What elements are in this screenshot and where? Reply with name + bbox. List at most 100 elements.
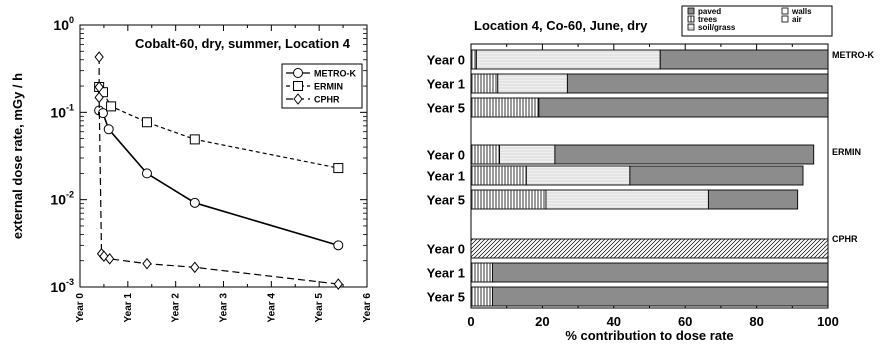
x-tick-label: Year 2 bbox=[171, 293, 182, 323]
data-point bbox=[333, 278, 343, 290]
bar-segment-paved bbox=[554, 144, 815, 165]
bar-segment-soil bbox=[475, 49, 661, 70]
bar-segment-trees bbox=[470, 49, 477, 70]
chart-title: Location 4, Co-60, June, dry bbox=[474, 18, 648, 33]
legend-label: walls bbox=[791, 7, 812, 16]
bar-label: Year 0 bbox=[427, 242, 465, 257]
bar-segment-soil bbox=[497, 73, 568, 94]
x-tick-label: 20 bbox=[535, 314, 549, 329]
bar-group-cphr: CPHR Year 0 Year 1 Year 5 bbox=[427, 234, 858, 307]
series-line bbox=[98, 109, 339, 247]
bar-segment-trees bbox=[470, 165, 527, 186]
bar-label: Year 1 bbox=[427, 169, 465, 184]
bar-segment-diag bbox=[470, 238, 829, 259]
bar-segment-soil bbox=[499, 144, 556, 165]
legend-swatch-soil bbox=[687, 23, 695, 31]
bar-label: Year 5 bbox=[427, 101, 465, 116]
legend-swatch-walls bbox=[781, 7, 789, 15]
bar-segment-paved bbox=[491, 286, 829, 307]
bar-group-metro-k: METRO-K Year 0 Year 1 Year 5 bbox=[427, 49, 874, 118]
data-point bbox=[142, 257, 152, 270]
data-point bbox=[293, 93, 303, 105]
y-tick-label: 10-2 bbox=[50, 190, 74, 208]
series-metro-k bbox=[94, 105, 344, 251]
data-point bbox=[99, 250, 109, 263]
bar-segment-paved bbox=[491, 262, 829, 283]
legend-label: METRO-K bbox=[314, 69, 356, 79]
bar-label: Year 1 bbox=[427, 77, 465, 92]
data-point bbox=[105, 253, 115, 265]
x-axis-label: % contribution to dose rate bbox=[565, 328, 733, 343]
bar-segment-trees bbox=[470, 144, 501, 165]
legend-label: CPHR bbox=[314, 95, 340, 105]
bar-segment-paved bbox=[538, 97, 829, 118]
group-label: ERMIN bbox=[832, 147, 861, 157]
legend-swatch-air bbox=[781, 15, 789, 23]
data-point bbox=[94, 51, 104, 63]
x-tick-label: 40 bbox=[607, 314, 621, 329]
bar-label: Year 0 bbox=[427, 53, 465, 68]
legend-label: trees bbox=[698, 15, 718, 24]
group-label: METRO-K bbox=[832, 50, 874, 60]
x-tick-label: 0 bbox=[467, 314, 474, 329]
x-tick-label: Year 1 bbox=[123, 293, 134, 323]
x-tick-label: Year 0 bbox=[75, 293, 86, 323]
x-tick-label: 60 bbox=[678, 314, 692, 329]
bar-segment-soil bbox=[545, 189, 709, 210]
data-point bbox=[97, 108, 108, 119]
data-point bbox=[94, 91, 104, 104]
bar-segment-trees bbox=[470, 262, 493, 283]
legend-swatch-paved bbox=[687, 7, 695, 15]
bar-label: Year 5 bbox=[427, 193, 465, 208]
bar-segment-paved bbox=[566, 73, 829, 94]
data-point bbox=[333, 163, 344, 174]
dose-contribution-bar-chart: 0 20 40 60 80 100 % contribution to dose rate L… bbox=[427, 5, 874, 343]
legend-box bbox=[681, 5, 833, 37]
legend-label: paved bbox=[698, 7, 721, 16]
bar-segment-paved bbox=[629, 165, 804, 186]
data-point bbox=[141, 168, 152, 179]
y-tick-label: 10-3 bbox=[50, 277, 74, 295]
bar-segment-paved bbox=[659, 49, 829, 70]
data-point bbox=[189, 197, 200, 208]
bar-group-ermin: ERMIN Year 0 Year 1 Year 5 bbox=[427, 144, 861, 210]
data-point bbox=[333, 240, 344, 251]
x-tick-label: 80 bbox=[749, 314, 763, 329]
data-point bbox=[293, 68, 303, 78]
series-cphr bbox=[94, 51, 343, 290]
legend-label: soil/grass bbox=[698, 23, 736, 32]
bar-segment-trees bbox=[470, 286, 493, 307]
y-tick-label: 100 bbox=[53, 15, 74, 33]
bar-segment-paved bbox=[707, 189, 799, 210]
bar-segment-soil bbox=[525, 165, 631, 186]
chart-title: Cobalt-60, dry, summer, Location 4 bbox=[135, 36, 351, 51]
x-tick-label: Year 6 bbox=[362, 293, 373, 323]
legend: METRO-K ERMIN CPHR bbox=[281, 63, 363, 109]
legend-label: air bbox=[792, 15, 802, 24]
bar-segment-trees bbox=[470, 73, 499, 94]
data-point bbox=[103, 124, 114, 135]
data-point bbox=[190, 261, 200, 274]
dose-rate-line-chart: Year 0 Year 1 Year 2 Year 3 Year 4 Year 5 Year… bbox=[10, 15, 373, 322]
bar-segment-trees bbox=[470, 97, 540, 118]
data-point bbox=[293, 81, 303, 91]
bar-label: Year 0 bbox=[427, 148, 465, 163]
data-point bbox=[141, 117, 152, 128]
x-tick-label: Year 5 bbox=[314, 293, 325, 323]
legend-swatch-trees bbox=[687, 15, 695, 23]
bar-label: Year 5 bbox=[427, 290, 465, 305]
y-axis-label: external dose rate, mGy / h bbox=[10, 73, 25, 239]
legend-label: ERMIN bbox=[314, 82, 343, 92]
x-tick-label: Year 3 bbox=[219, 293, 230, 323]
legend: paved walls trees air soil/grass bbox=[681, 5, 833, 37]
data-point bbox=[189, 134, 200, 145]
data-point bbox=[106, 101, 117, 112]
bar-label: Year 1 bbox=[427, 266, 465, 281]
x-tick-label: Year 4 bbox=[266, 293, 277, 323]
bar-segment-trees bbox=[470, 189, 547, 210]
series-line bbox=[98, 86, 339, 169]
x-tick-label: 100 bbox=[817, 314, 839, 329]
y-tick-label: 10-1 bbox=[50, 102, 74, 120]
group-label: CPHR bbox=[832, 234, 858, 244]
